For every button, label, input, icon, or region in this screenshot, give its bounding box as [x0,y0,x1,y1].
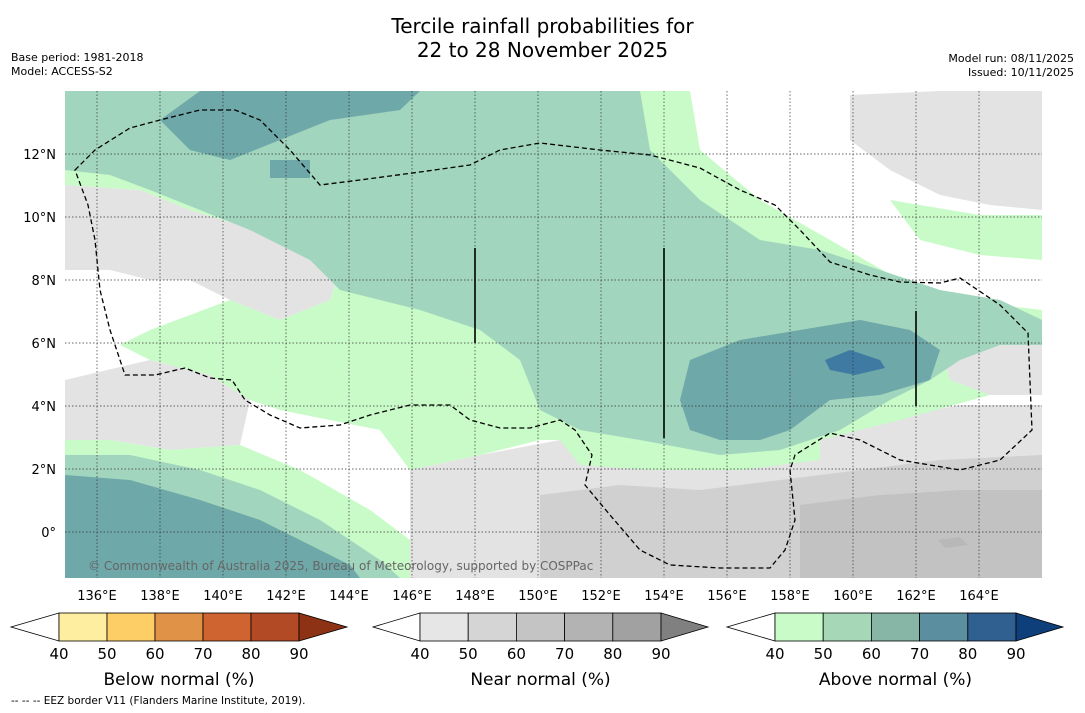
base-period: Base period: 1981-2018 [11,51,144,64]
colorbar-segment [822,612,872,642]
colorbar-segment [202,612,252,642]
lon-tick-label: 144°E [329,589,369,604]
map-area: © Commonwealth of Australia 2025, Bureau… [65,91,1042,578]
chart-title: Tercile rainfall probabilities for 22 to… [0,14,1085,62]
lon-tick-label: 148°E [455,589,495,604]
colorbar-segment [919,612,969,642]
colorbar-tick-label: 80 [241,645,260,663]
title-line-1: Tercile rainfall probabilities for [391,14,694,38]
lat-tick-label: 4°N [32,400,57,415]
colorbar-tick-label: 40 [410,645,429,663]
colorbar-segment [467,612,517,642]
colorbar-tick-label: 60 [862,645,881,663]
lat-tick-label: 0° [41,526,56,541]
above-normal-70-core [825,350,885,375]
colorbar-tick-label: 90 [289,645,308,663]
lon-tick-label: 152°E [581,589,621,604]
colorbar-label: Below normal (%) [104,670,255,690]
near-normal-dark-patch [938,537,968,548]
near-normal-region-northeast [850,91,1042,210]
colorbar-legend: 40 50 60 70 80 90 Below normal (%) 40 50 60 70 80 90… [9,612,1065,690]
colorbar-extend-low [9,612,60,642]
lon-tick-label: 164°E [959,589,999,604]
above-normal-60-east [680,320,940,440]
near-normal-region-west [65,185,340,320]
colorbar-tick-label: 40 [49,645,68,663]
colorbar-tick-label: 60 [145,645,164,663]
colorbar-segment [106,612,156,642]
lon-tick-label: 154°E [644,589,684,604]
near-normal-region-south-darker [800,490,1042,578]
colorbar-tick-label: 80 [603,645,622,663]
latitude-ticks: 12°N 10°N 8°N 6°N 4°N 2°N 0° [23,148,56,541]
colorbar-extend-high [1015,612,1065,642]
colorbar-tick-label: 70 [910,645,929,663]
colorbar-tick-label: 70 [193,645,212,663]
colorbar-tick-label: 70 [555,645,574,663]
colorbar-segment [250,612,300,642]
colorbar-extend-high [298,612,349,642]
colorbar-segment [564,612,614,642]
lat-tick-label: 12°N [23,148,56,163]
colorbar-tick-label: 80 [958,645,977,663]
model-run: Model run: 08/11/2025 [948,52,1074,65]
colorbar-label: Near normal (%) [470,670,610,690]
colorbar-segment [516,612,566,642]
colorbar-tick-label: 40 [765,645,784,663]
colorbar-tick-label: 50 [97,645,116,663]
colorbar-3: 40 50 60 70 80 90 Above normal (%) [725,612,1065,690]
lat-tick-label: 8°N [32,274,57,289]
colorbar-tick-label: 60 [507,645,526,663]
lon-tick-label: 150°E [518,589,558,604]
colorbar-label: Above normal (%) [819,670,972,690]
colorbar-segment [612,612,662,642]
above-normal-60-southwest [65,475,360,578]
colorbar-segment [967,612,1017,642]
above-normal-60-small [270,160,310,178]
lon-tick-label: 138°E [140,589,180,604]
eez-borders [74,109,1033,569]
model-name: Model: ACCESS-S2 [11,65,113,78]
colorbar-1: 40 50 60 70 80 90 Below normal (%) [9,612,349,690]
colorbar-segment [419,612,469,642]
colorbar-2: 40 50 60 70 80 90 Near normal (%) [371,612,710,690]
lon-tick-label: 162°E [896,589,936,604]
colorbar-segment [58,612,108,642]
lat-tick-label: 2°N [32,463,57,478]
lat-tick-label: 6°N [32,337,57,352]
near-normal-region-west-2 [65,360,250,450]
graticule [65,91,1042,578]
colorbar-tick-label: 90 [651,645,670,663]
colorbar-extend-low [725,612,776,642]
colorbar-extend-high [660,612,710,642]
colorbar-extend-low [371,612,421,642]
above-normal-region-east-strip [890,200,1042,260]
lon-tick-label: 136°E [77,589,117,604]
colorbar-tick-label: 50 [814,645,833,663]
colorbar-segment [774,612,824,642]
colorbar-segment [154,612,204,642]
lon-tick-label: 146°E [392,589,432,604]
lat-tick-label: 10°N [23,211,56,226]
issued-date: Issued: 10/11/2025 [967,66,1074,79]
lon-tick-label: 140°E [203,589,243,604]
colorbar-tick-label: 90 [1006,645,1025,663]
meta-left: Base period: 1981-2018 Model: ACCESS-S2 [11,51,143,79]
meta-right: Model run: 08/11/2025 Issued: 10/11/2025 [948,52,1074,80]
eez-footnote: -- -- -- EEZ border V11 (Flanders Marine… [11,695,306,707]
region-dividers [474,248,917,438]
lon-tick-label: 160°E [833,589,873,604]
lon-tick-label: 156°E [707,589,747,604]
above-normal-60-north [160,91,420,160]
title-line-2: 22 to 28 November 2025 [416,38,669,62]
copyright-text: © Commonwealth of Australia 2025, Bureau… [88,559,593,573]
lon-tick-label: 158°E [770,589,810,604]
longitude-ticks: 136°E 138°E 140°E 142°E 144°E 146°E 148°E 150°E… [77,589,999,604]
colorbar-segment [871,612,921,642]
colorbar-tick-label: 50 [459,645,478,663]
lon-tick-label: 142°E [266,589,306,604]
